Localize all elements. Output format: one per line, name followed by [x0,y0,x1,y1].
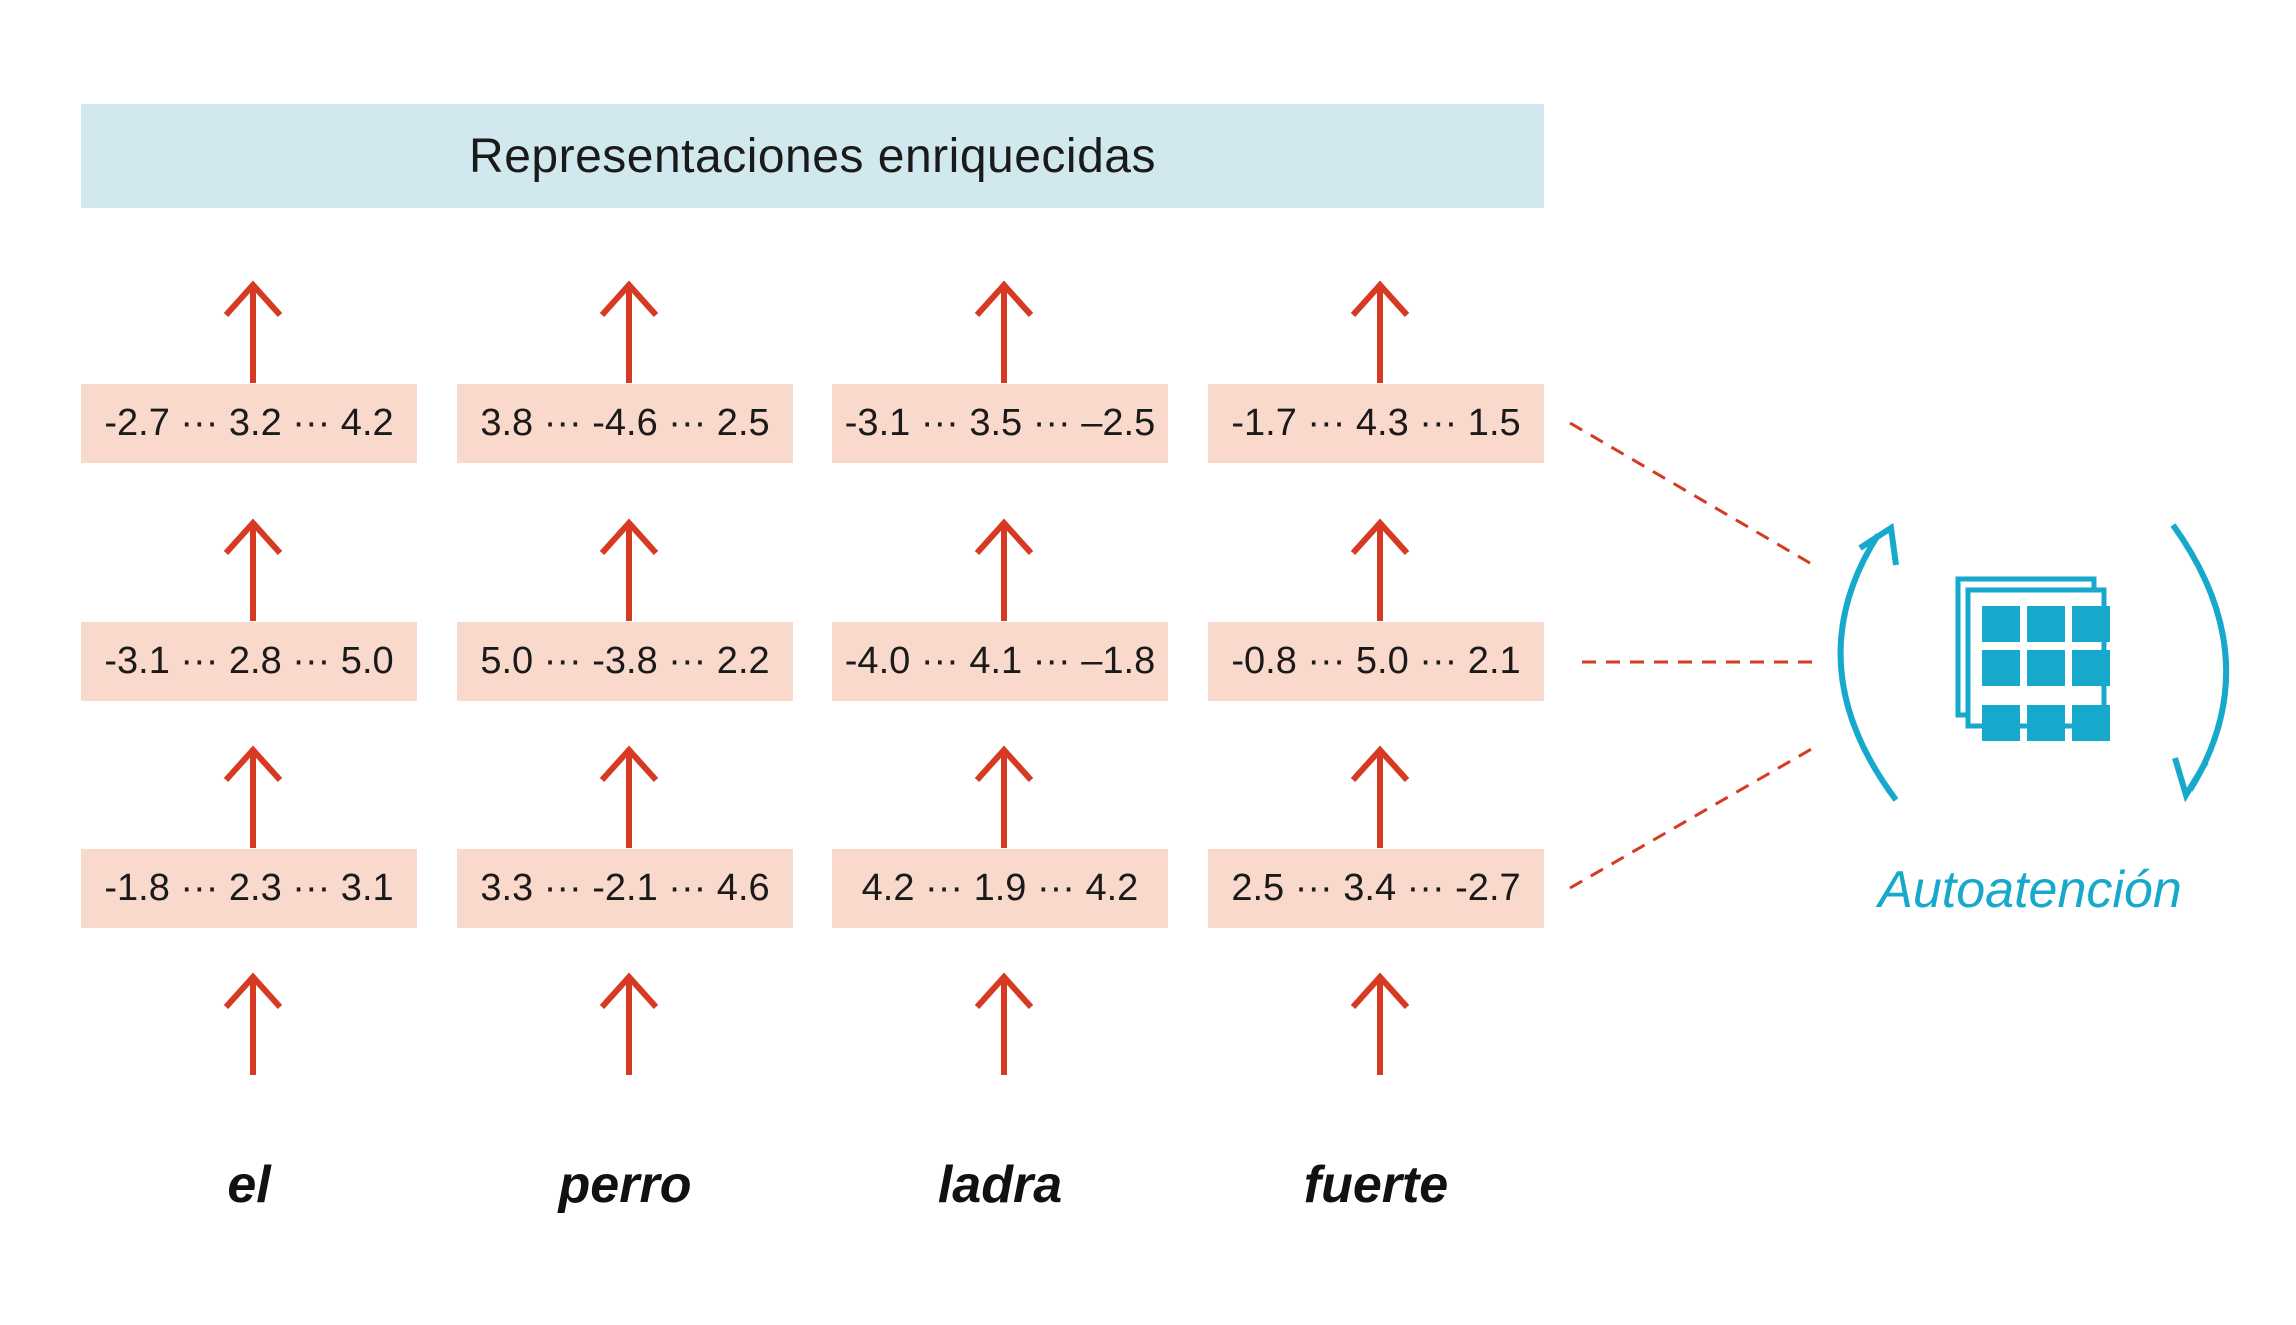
vector-middle-el: -3.1 ··· 2.8 ··· 5.0 [81,622,417,701]
matrix-stack-icon [1955,576,2110,741]
word-el: el [227,1156,271,1214]
vector-middle-fuerte: -0.8 ··· 5.0 ··· 2.1 [1208,622,1544,701]
arrow-up-icon [602,523,656,621]
connector-top [1569,421,1816,568]
vector-values: 3.3 ··· -2.1 ··· 4.6 [480,867,770,909]
arrow-up-icon [977,750,1031,848]
arrow-up-icon [602,750,656,848]
arrow-up-icon [977,285,1031,383]
arrow-up-icon [977,523,1031,621]
arrow-up-icon [1353,750,1407,848]
vector-values: -3.1 ··· 2.8 ··· 5.0 [104,640,394,682]
vector-values: -1.8 ··· 2.3 ··· 3.1 [104,867,394,909]
arrow-up-icon [226,285,280,383]
vector-values: -3.1 ··· 3.5 ··· –2.5 [844,402,1156,444]
arrow-up-icon [1353,285,1407,383]
vector-values: -2.7 ··· 3.2 ··· 4.2 [104,402,394,444]
enriched-representations-header: Representaciones enriquecidas [81,104,1544,208]
vector-top-fuerte: -1.7 ··· 4.3 ··· 1.5 [1208,384,1544,463]
arrow-up-icon [602,285,656,383]
word-fuerte: fuerte [1303,1156,1449,1214]
vector-top-el: -2.7 ··· 3.2 ··· 4.2 [81,384,417,463]
arrow-up-icon [602,977,656,1075]
vector-top-ladra: -3.1 ··· 3.5 ··· –2.5 [832,384,1168,463]
vector-top-perro: 3.8 ··· -4.6 ··· 2.5 [457,384,793,463]
vector-values: -0.8 ··· 5.0 ··· 2.1 [1231,640,1521,682]
vector-bottom-ladra: 4.2 ··· 1.9 ··· 4.2 [832,849,1168,928]
vector-bottom-el: -1.8 ··· 2.3 ··· 3.1 [81,849,417,928]
connector-bottom [1569,745,1816,890]
word-perro: perro [558,1156,692,1214]
vector-values: 4.2 ··· 1.9 ··· 4.2 [861,867,1139,909]
vector-values: 5.0 ··· -3.8 ··· 2.2 [480,640,770,682]
vector-values: 2.5 ··· 3.4 ··· -2.7 [1231,867,1521,909]
vector-bottom-perro: 3.3 ··· -2.1 ··· 4.6 [457,849,793,928]
arrow-up-icon [226,977,280,1075]
vector-values: 3.8 ··· -4.6 ··· 2.5 [480,402,770,444]
vector-middle-perro: 5.0 ··· -3.8 ··· 2.2 [457,622,793,701]
vector-bottom-fuerte: 2.5 ··· 3.4 ··· -2.7 [1208,849,1544,928]
self-attention-label: Autoatención [1878,861,2182,919]
vector-middle-ladra: -4.0 ··· 4.1 ··· –1.8 [832,622,1168,701]
arrow-up-icon [977,977,1031,1075]
arrow-up-icon [226,523,280,621]
arrow-up-icon [226,750,280,848]
word-ladra: ladra [937,1156,1063,1214]
cycle-arrows-icon [1837,522,2230,803]
arrow-up-icon [1353,977,1407,1075]
vector-values: -1.7 ··· 4.3 ··· 1.5 [1231,402,1521,444]
arrow-up-icon [1353,523,1407,621]
vector-values: -4.0 ··· 4.1 ··· –1.8 [844,640,1156,682]
header-title: Representaciones enriquecidas [469,129,1156,183]
